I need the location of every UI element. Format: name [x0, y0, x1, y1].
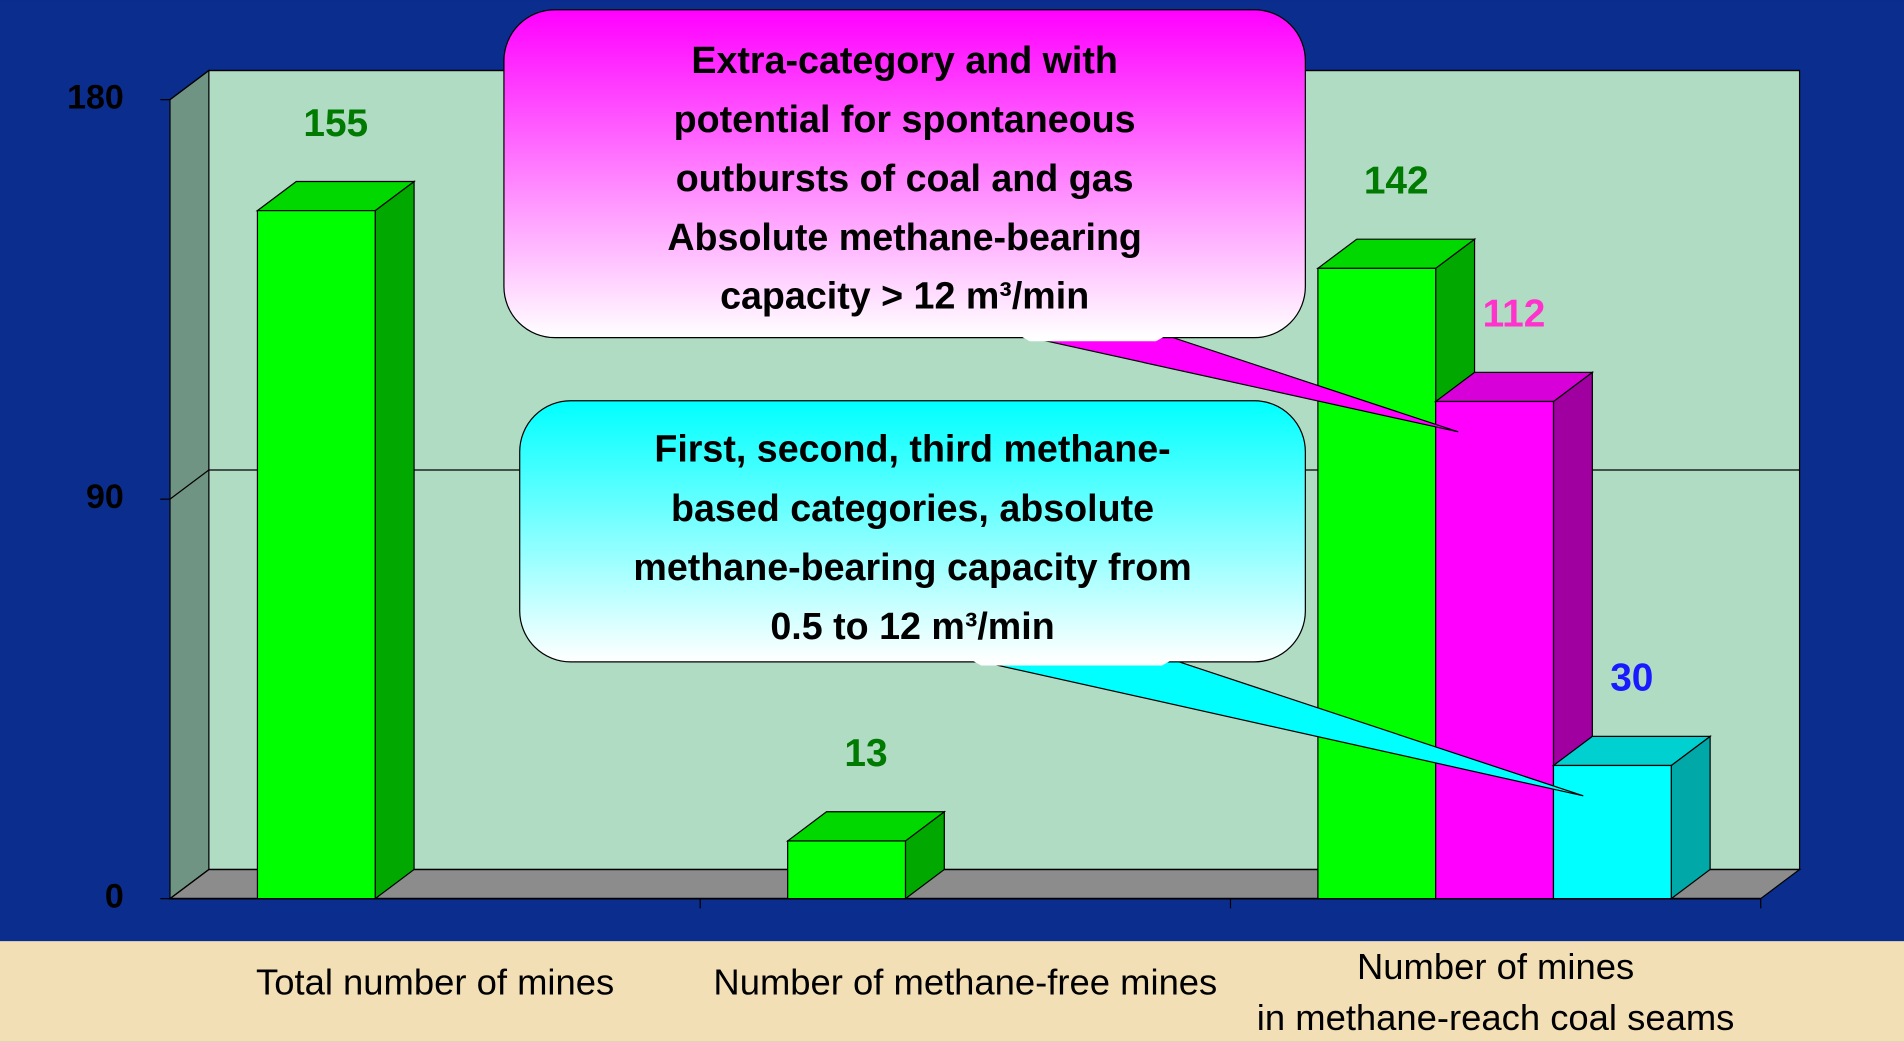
callout-box	[503, 9, 1306, 339]
callout-text: outbursts of coal and gas	[676, 157, 1134, 199]
value-label: 112	[1483, 293, 1546, 336]
callout-text: potential for spontaneous	[674, 98, 1136, 140]
callout-text: Extra-category and with	[691, 39, 1118, 81]
callout-text: First, second, third methane-	[654, 428, 1170, 470]
bar-front	[256, 210, 376, 900]
grid-line	[169, 868, 1800, 900]
value-label: 155	[303, 102, 368, 145]
label-band	[0, 941, 1904, 1042]
callout-text: based categories, absolute	[671, 487, 1154, 529]
y-tick-label: 0	[105, 878, 124, 916]
x-tick-label: Number of methane-free mines	[713, 961, 1217, 1002]
bar-front	[787, 840, 907, 900]
y-tick-label: 180	[67, 79, 124, 117]
callout-tail-join	[1021, 336, 1165, 342]
callout-box	[519, 400, 1306, 663]
x-tick-label: Number of mines in methane-reach coal sea…	[1257, 946, 1735, 1038]
bar	[785, 810, 947, 900]
value-label: 13	[844, 732, 887, 775]
callout-text: Absolute methane-bearing	[667, 216, 1142, 258]
bar	[255, 180, 416, 900]
callout-tail-join	[972, 660, 1171, 666]
value-label: 30	[1610, 657, 1653, 700]
bar-front	[1552, 764, 1672, 900]
x-tick-label: Total number of mines	[256, 961, 614, 1002]
bar	[1551, 735, 1712, 900]
callout-text: methane-bearing capacity from	[633, 546, 1191, 588]
bar-side	[374, 180, 415, 900]
bar-front	[1435, 400, 1555, 900]
bar-front	[1317, 267, 1437, 900]
y-tick-label: 90	[86, 478, 124, 516]
value-label: 142	[1364, 160, 1429, 203]
callout-text: capacity > 12 m³/min	[720, 275, 1089, 317]
callout-text: 0.5 to 12 m³/min	[770, 605, 1054, 647]
